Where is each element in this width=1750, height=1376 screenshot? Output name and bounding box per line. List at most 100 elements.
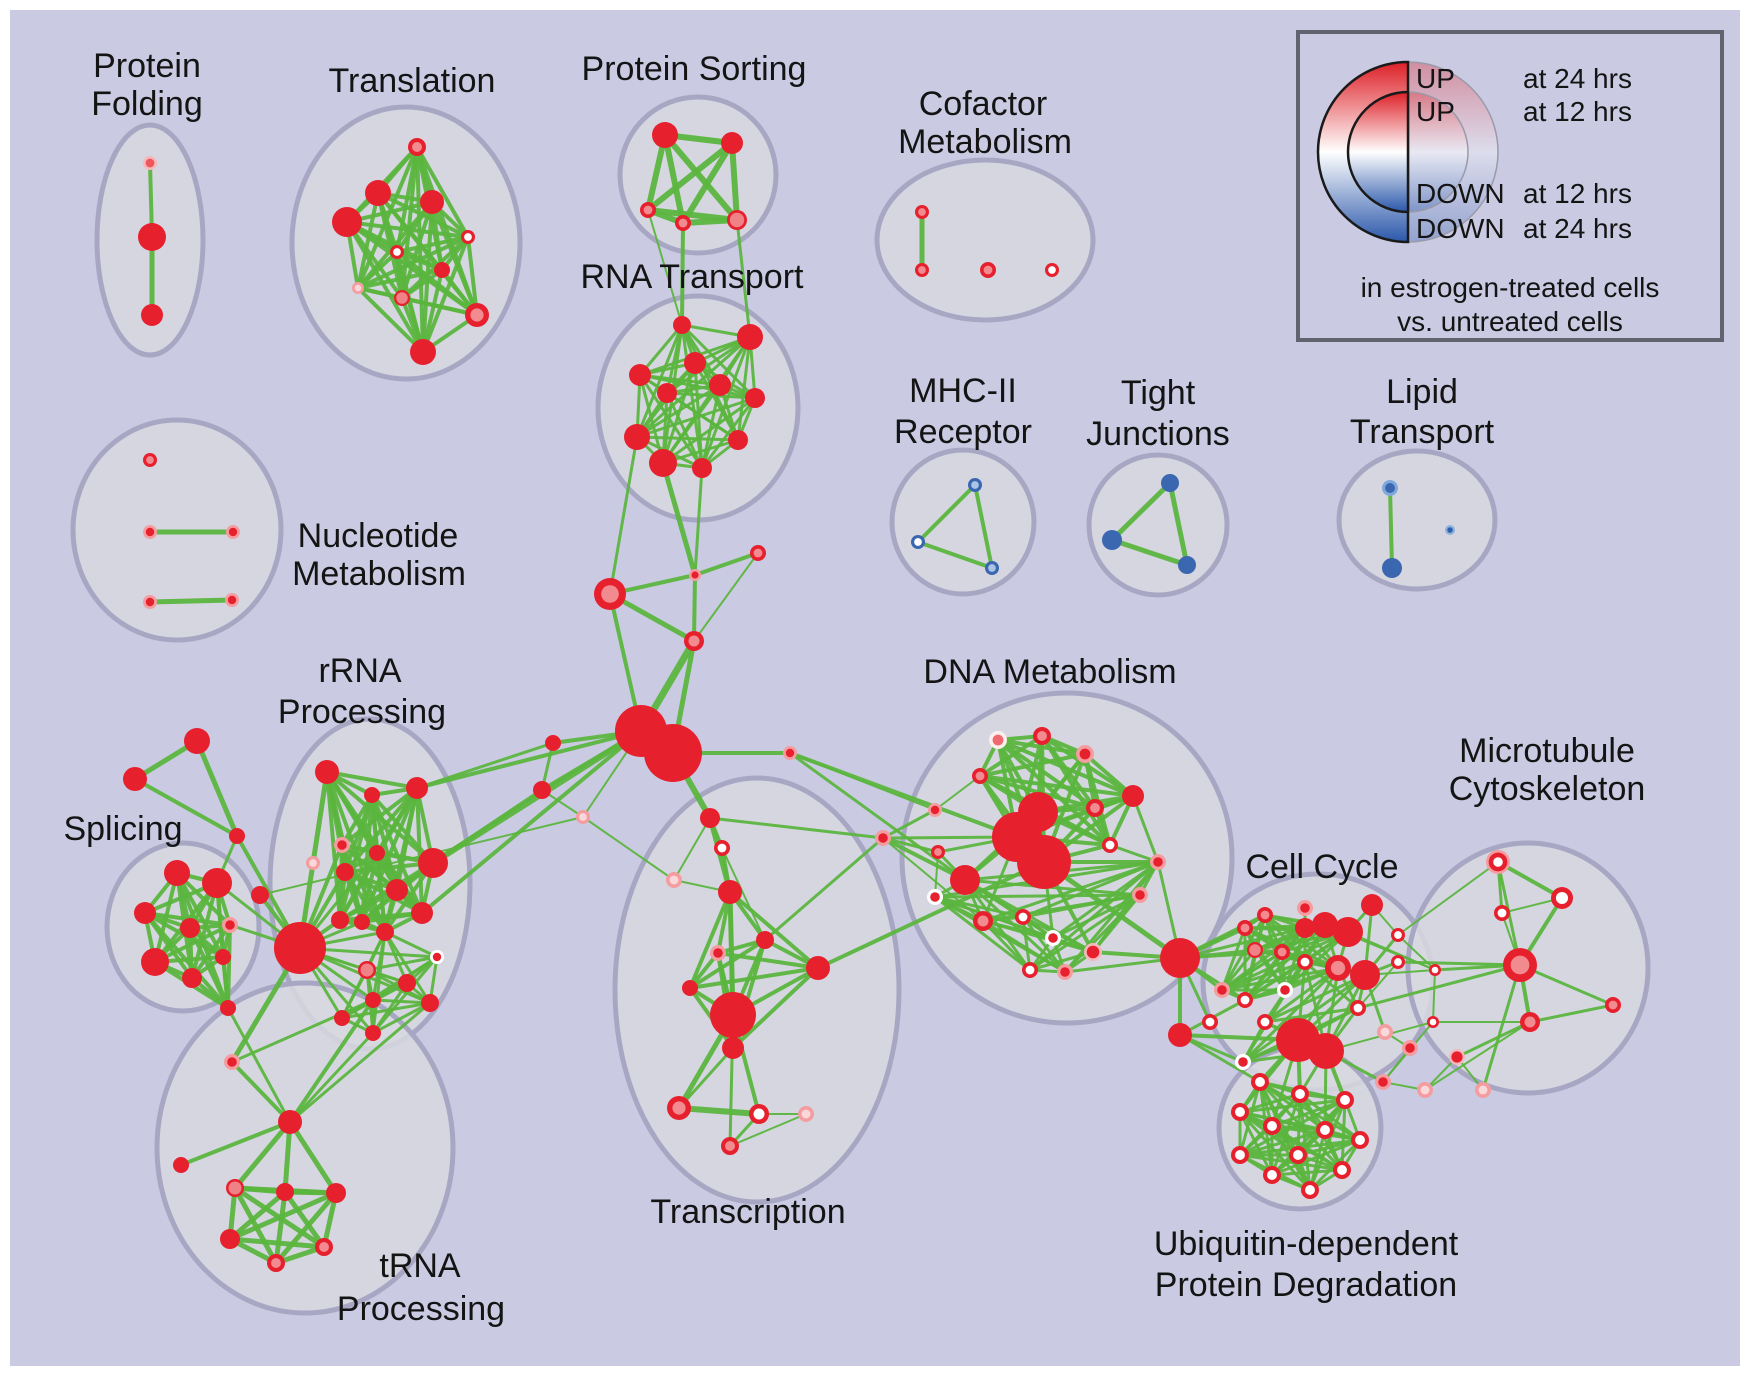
- network-node: [202, 868, 232, 898]
- node-circle: [1277, 947, 1287, 957]
- network-node: [1312, 912, 1338, 938]
- node-circle: [1361, 894, 1383, 916]
- node-circle: [326, 1183, 346, 1203]
- network-node: [1449, 1049, 1465, 1065]
- network-edge: [916, 483, 977, 544]
- network-node: [364, 787, 380, 803]
- network-node: [1402, 1040, 1418, 1056]
- network-edge: [916, 540, 994, 570]
- network-node: [1263, 1166, 1281, 1184]
- network-node: [173, 1157, 189, 1173]
- legend-term-2: DOWN: [1416, 178, 1505, 209]
- network-edge: [635, 383, 722, 439]
- network-node: [652, 122, 678, 148]
- network-node: [1427, 1016, 1439, 1028]
- network-node: [1375, 1074, 1391, 1090]
- network-edge: [680, 323, 704, 470]
- node-circle: [672, 1101, 686, 1115]
- legend-circle-inner-half: [1346, 90, 1410, 214]
- network-edge: [665, 391, 740, 442]
- network-edge: [1028, 950, 1095, 972]
- network-node: [576, 810, 590, 824]
- node-circle: [988, 564, 996, 572]
- network-edge: [1028, 893, 1142, 972]
- node-circle: [227, 1057, 237, 1067]
- network-node: [134, 902, 156, 924]
- network-edge: [1021, 860, 1160, 919]
- network-node: [1122, 785, 1144, 807]
- node-circle: [1238, 1057, 1248, 1067]
- network-node: [418, 848, 448, 878]
- network-edge: [147, 597, 235, 605]
- node-circle: [801, 1109, 811, 1119]
- node-circle: [220, 1229, 240, 1249]
- network-edge: [1241, 973, 1367, 1064]
- network-edge: [288, 998, 375, 1124]
- network-edge: [356, 286, 425, 354]
- node-circle: [173, 1157, 189, 1173]
- node-circle: [1168, 1023, 1192, 1047]
- node-circle: [1267, 1170, 1277, 1180]
- network-edge: [1238, 1128, 1327, 1157]
- network-node: [1247, 942, 1263, 958]
- edge-layer: [132, 132, 1615, 1266]
- network-edge: [608, 435, 639, 596]
- node-circle: [579, 813, 587, 821]
- node-circle: [1385, 483, 1395, 493]
- node-circle: [220, 1000, 236, 1016]
- cluster-ellipse-cofactor-metabolism: [874, 157, 1096, 323]
- network-edge: [1051, 893, 1142, 940]
- network-node: [624, 424, 650, 450]
- cluster-label-lipid-transport: Lipid: [1386, 373, 1458, 411]
- network-edge: [415, 729, 643, 790]
- network-edge: [661, 383, 722, 465]
- network-node: [1301, 1181, 1319, 1199]
- cluster-label-rna-transport: RNA Transport: [581, 258, 805, 296]
- network-node: [420, 190, 444, 214]
- node-circle: [533, 781, 551, 799]
- network-edge: [665, 391, 757, 400]
- cluster-label-rrna-processing: Processing: [278, 693, 446, 731]
- network-node: [806, 956, 830, 980]
- network-edge: [282, 1189, 327, 1250]
- node-circle: [141, 304, 163, 326]
- network-edge: [635, 435, 740, 442]
- network-node: [1486, 850, 1510, 874]
- network-node: [533, 781, 551, 799]
- network-node: [709, 374, 731, 396]
- network-edge: [466, 235, 479, 317]
- network-node: [143, 595, 157, 609]
- network-node: [689, 569, 701, 581]
- node-circle: [123, 767, 147, 791]
- node-circle: [1300, 957, 1310, 967]
- network-edge: [400, 200, 434, 300]
- cluster-label-protein-folding: Folding: [91, 85, 203, 123]
- network-node: [222, 917, 238, 933]
- network-edge: [638, 373, 757, 400]
- node-circle: [225, 920, 235, 930]
- node-circle: [624, 424, 650, 450]
- network-node: [749, 1104, 769, 1124]
- node-circle: [971, 481, 979, 489]
- cluster-label-transcription: Transcription: [650, 1193, 845, 1231]
- node-circle: [1497, 908, 1507, 918]
- network-edge: [1091, 893, 1142, 954]
- cluster-label-trna-processing: tRNA: [379, 1247, 461, 1285]
- network-edge: [273, 1190, 339, 1266]
- network-node: [692, 458, 712, 478]
- node-circle: [669, 875, 679, 885]
- network-edge: [338, 851, 379, 922]
- network-edge: [190, 881, 219, 980]
- node-circle: [393, 248, 401, 256]
- network-node: [430, 950, 444, 964]
- network-edge: [1021, 893, 1142, 919]
- node-circle: [464, 233, 472, 241]
- network-node: [737, 324, 763, 350]
- node-circle: [1260, 910, 1270, 920]
- node-circle: [1161, 474, 1179, 492]
- network-edge: [1528, 1003, 1615, 1024]
- network-node: [164, 860, 190, 886]
- network-node: [411, 902, 433, 924]
- node-circle: [365, 1025, 381, 1041]
- network-edge: [978, 734, 1044, 778]
